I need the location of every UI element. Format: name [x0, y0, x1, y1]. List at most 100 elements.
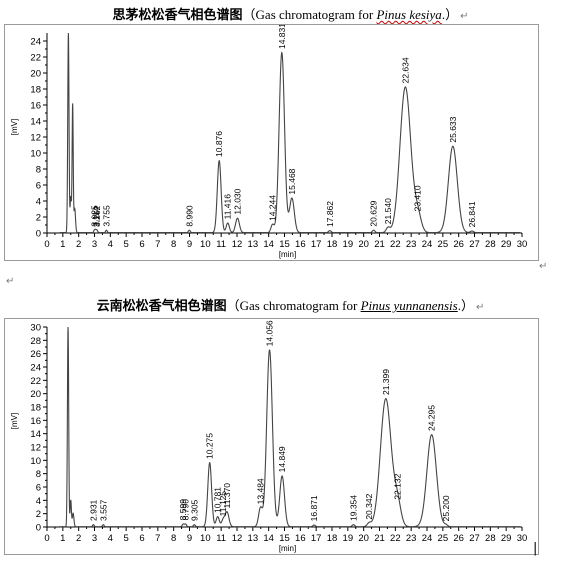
y-tick-label: 14 — [30, 117, 41, 128]
y-axis-label: [mV] — [10, 413, 19, 429]
x-tick-label: 13 — [248, 533, 259, 544]
y-tick-label: 10 — [30, 456, 41, 467]
x-tick-label: 6 — [139, 239, 144, 250]
signal-trace — [59, 326, 521, 528]
y-tick-label: 6 — [36, 181, 41, 192]
x-tick-label: 30 — [517, 239, 528, 250]
y-tick-label: 24 — [30, 363, 41, 374]
x-tick-label: 10 — [200, 239, 211, 250]
x-tick-label: 29 — [501, 239, 512, 250]
x-tick-label: 23 — [406, 533, 417, 544]
x-tick-label: 20 — [358, 533, 369, 544]
x-tick-label: 26 — [453, 533, 464, 544]
y-tick-label: 4 — [36, 496, 41, 507]
y-tick-label: 18 — [30, 85, 41, 96]
peak-label: 3.025 — [90, 205, 100, 227]
peak-label: 8.790 — [181, 499, 191, 521]
y-tick-label: 18 — [30, 403, 41, 414]
x-tick-label: 8 — [171, 239, 176, 250]
peak-label: 14.849 — [277, 446, 287, 472]
title-en-post: .） — [457, 298, 474, 313]
x-tick-label: 3 — [92, 239, 97, 250]
x-tick-label: 9 — [187, 533, 192, 544]
x-tick-label: 22 — [390, 239, 401, 250]
x-tick-label: 17 — [311, 533, 322, 544]
peak-label: 11.416 — [223, 194, 233, 220]
title-cn: 云南松松香气相色谱图 — [96, 298, 227, 313]
x-tick-label: 26 — [453, 239, 464, 250]
y-tick-label: 26 — [30, 349, 41, 360]
peak-label: 20.342 — [364, 493, 374, 519]
peak-label: 3.262 — [92, 205, 102, 227]
y-tick-label: 14 — [30, 429, 41, 440]
x-tick-label: 5 — [124, 533, 129, 544]
peak-label: 13.484 — [255, 478, 265, 504]
x-tick-label: 3 — [92, 533, 97, 544]
peak-label: 3.114 — [91, 206, 101, 227]
peak-label: 26.841 — [467, 201, 477, 227]
title-cn: 思茅松松香气相色谱图 — [112, 7, 243, 22]
paragraph-mark: ↵ — [460, 11, 469, 22]
x-tick-label: 4 — [108, 533, 113, 544]
x-tick-label: 1 — [60, 533, 65, 544]
peak-label: 22.634 — [400, 57, 410, 83]
x-tick-label: 13 — [248, 239, 259, 250]
x-tick-label: 15 — [279, 239, 290, 250]
peak-label: 19.354 — [348, 495, 358, 521]
chart-title-pinus-kesiya: 思茅松松香气相色谱图（Gas chromatogram for Pinus ke… — [0, 4, 581, 23]
peak-label: 11.370 — [222, 483, 232, 509]
peak-label: 14.831 — [277, 25, 287, 49]
title-en-pre: （Gas chromatogram for — [242, 7, 377, 22]
peak-label: 8.990 — [184, 205, 194, 227]
y-tick-label: 28 — [30, 336, 41, 347]
x-tick-label: 19 — [343, 533, 354, 544]
y-axis-label: [mV] — [10, 119, 19, 135]
peak-label: 23.410 — [413, 185, 423, 211]
x-tick-label: 0 — [44, 533, 49, 544]
x-tick-label: 11 — [216, 239, 226, 250]
title-species: Pinus yunnanensis — [360, 298, 458, 313]
peak-label: 25.633 — [448, 116, 458, 142]
x-tick-label: 16 — [295, 239, 306, 250]
peak-label: 16.871 — [309, 495, 319, 521]
x-tick-label: 22 — [390, 533, 401, 544]
y-tick-label: 2 — [36, 213, 41, 224]
signal-trace — [59, 32, 521, 234]
x-tick-label: 2 — [76, 533, 81, 544]
peak-label: 3.557 — [98, 499, 108, 521]
y-tick-label: 0 — [36, 229, 41, 240]
x-tick-label: 14 — [263, 239, 274, 250]
y-tick-label: 20 — [30, 389, 41, 400]
x-tick-label: 12 — [232, 533, 243, 544]
chromatogram-panel-kesiya: 0 2 4 6 8 10 12 14 16 18 20 22 24 0 1 2 3 4 5 6 7 8 9 10 11 12 13 1… — [4, 23, 539, 261]
x-tick-label: 30 — [517, 533, 528, 544]
y-tick-label: 30 — [30, 323, 41, 334]
peak-label: 10.275 — [205, 433, 215, 459]
text-cursor: | — [533, 541, 538, 556]
x-tick-label: 10 — [200, 533, 211, 544]
peak-label: 10.876 — [214, 131, 224, 157]
y-tick-label: 22 — [30, 53, 41, 64]
x-tick-label: 28 — [485, 239, 496, 250]
x-tick-label: 24 — [422, 533, 433, 544]
paragraph-mark: ↵ — [475, 302, 485, 313]
peak-label: 3.755 — [101, 205, 111, 227]
y-tick-label: 8 — [36, 469, 41, 480]
x-tick-label: 7 — [155, 239, 160, 250]
x-tick-label: 9 — [187, 239, 192, 250]
x-tick-label: 0 — [44, 239, 49, 250]
x-tick-label: 17 — [311, 239, 322, 250]
x-tick-label: 29 — [501, 533, 512, 544]
peak-label: 22.132 — [392, 473, 402, 499]
chart-title-pinus-yunnanensis: 云南松松香气相色谱图（Gas chromatogram for Pinus yu… — [0, 295, 581, 314]
peak-label: 20.629 — [369, 200, 379, 226]
peak-label: 15.468 — [287, 168, 297, 194]
title-species: Pinus kesiya — [376, 7, 442, 22]
peak-label: 11.125 — [218, 491, 228, 517]
paragraph-mark: ↵ — [6, 276, 15, 287]
y-tick-label: 10 — [30, 149, 41, 160]
x-tick-label: 18 — [327, 239, 338, 250]
x-tick-label: 19 — [343, 239, 354, 250]
x-tick-label: 7 — [155, 533, 160, 544]
